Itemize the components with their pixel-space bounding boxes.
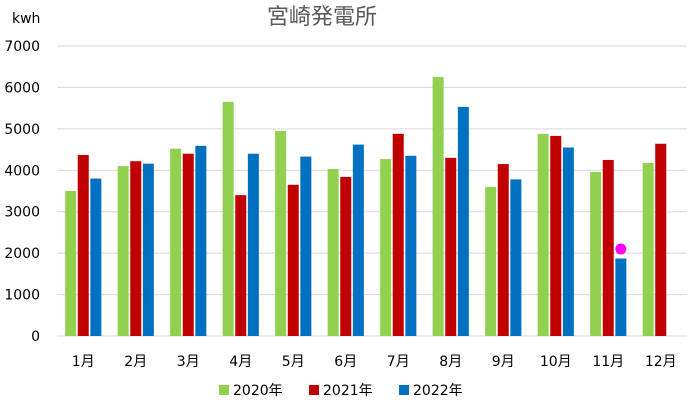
highlight-markers bbox=[615, 243, 627, 255]
bar bbox=[537, 133, 549, 336]
gridlines bbox=[57, 45, 687, 337]
bar bbox=[222, 101, 234, 336]
bar bbox=[117, 166, 129, 336]
x-tick-label: 1月 bbox=[72, 354, 95, 370]
bar bbox=[77, 154, 89, 336]
bar bbox=[247, 153, 259, 336]
x-tick-label: 5月 bbox=[282, 354, 305, 370]
y-tick-label: 1000 bbox=[4, 288, 40, 304]
highlight-point bbox=[615, 243, 627, 255]
bar bbox=[550, 135, 562, 336]
bar bbox=[562, 147, 574, 336]
x-tick-label: 10月 bbox=[540, 354, 572, 370]
x-tick-label: 2月 bbox=[124, 354, 147, 370]
bar bbox=[142, 163, 154, 336]
bar bbox=[392, 133, 404, 336]
bar bbox=[170, 148, 182, 336]
bar bbox=[485, 186, 497, 336]
bar bbox=[615, 258, 627, 336]
bars bbox=[65, 77, 667, 337]
y-unit-label: kwh bbox=[12, 11, 40, 27]
legend-swatch bbox=[399, 385, 409, 395]
chart-title: 宮崎発電所 bbox=[267, 5, 377, 30]
bar bbox=[130, 161, 142, 336]
x-tick-label: 11月 bbox=[592, 354, 624, 370]
bar bbox=[590, 171, 602, 336]
bar bbox=[235, 195, 247, 336]
x-tick-label: 9月 bbox=[492, 354, 515, 370]
bar bbox=[497, 164, 509, 336]
y-tick-label: 5000 bbox=[4, 122, 40, 138]
x-tick-label: 7月 bbox=[387, 354, 410, 370]
bar bbox=[457, 106, 469, 337]
bar bbox=[287, 184, 299, 336]
x-tick-label: 4月 bbox=[229, 354, 252, 370]
bar bbox=[352, 144, 364, 336]
bar bbox=[642, 162, 654, 336]
bar bbox=[65, 191, 77, 336]
bar bbox=[182, 153, 194, 336]
bar bbox=[275, 130, 287, 336]
bar bbox=[195, 145, 207, 336]
x-tick-label: 12月 bbox=[645, 354, 677, 370]
legend-label: 2022年 bbox=[413, 383, 463, 399]
bar bbox=[602, 159, 614, 336]
legend-label: 2020年 bbox=[233, 383, 283, 399]
y-tick-label: 7000 bbox=[4, 39, 40, 55]
x-axis-ticks: 1月 2月 3月 4月 5月 6月 7月 8月 9月 10月 11月 12月 bbox=[72, 354, 677, 370]
legend-label: 2021年 bbox=[323, 383, 373, 399]
y-axis-ticks: 0 1000 2000 3000 4000 5000 6000 7000 bbox=[4, 39, 40, 345]
bar bbox=[432, 77, 444, 337]
x-tick-label: 6月 bbox=[334, 354, 357, 370]
y-tick-label: 0 bbox=[31, 329, 40, 345]
bar bbox=[340, 176, 352, 336]
bar bbox=[327, 169, 339, 336]
x-tick-label: 3月 bbox=[177, 354, 200, 370]
legend-swatch bbox=[309, 385, 319, 395]
y-tick-label: 4000 bbox=[4, 163, 40, 179]
x-tick-label: 8月 bbox=[439, 354, 462, 370]
bar bbox=[90, 178, 102, 336]
bar bbox=[380, 159, 392, 336]
y-tick-label: 6000 bbox=[4, 80, 40, 96]
bar bbox=[300, 156, 312, 336]
bar bbox=[405, 155, 417, 336]
y-tick-label: 2000 bbox=[4, 246, 40, 262]
legend: 2020年 2021年 2022年 bbox=[219, 383, 463, 399]
bar bbox=[445, 157, 457, 336]
y-tick-label: 3000 bbox=[4, 205, 40, 221]
legend-swatch bbox=[219, 385, 229, 395]
bar bbox=[510, 179, 522, 336]
bar bbox=[655, 143, 667, 336]
